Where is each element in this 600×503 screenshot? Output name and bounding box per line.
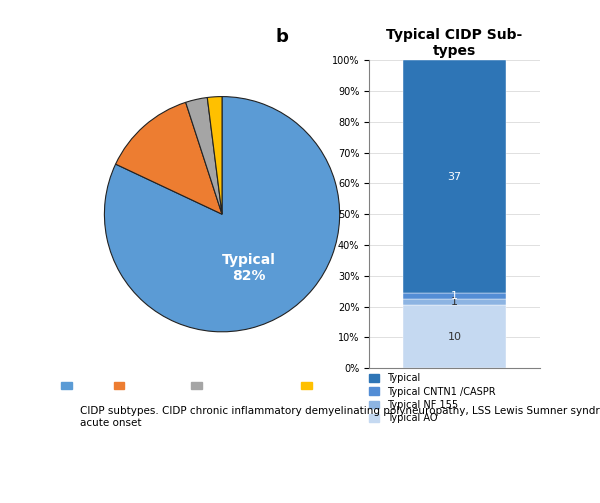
Text: Sensory Ataxic
2%: Sensory Ataxic 2% [217, 36, 322, 90]
Wedge shape [207, 97, 222, 214]
Wedge shape [185, 98, 222, 214]
Text: CIDP subtypes. CIDP chronic inflammatory demyelinating polyneuropathy, LSS Lewis: CIDP subtypes. CIDP chronic inflammatory… [80, 406, 600, 428]
Bar [403, 60, 506, 293]
Title: Typical CIDP Sub-
types: Typical CIDP Sub- types [386, 28, 523, 58]
Text: Typical
82%: Typical 82% [221, 253, 275, 283]
Text: 37: 37 [448, 172, 461, 182]
Text: Atypical Pure
Motor
3%: Atypical Pure Motor 3% [116, 31, 199, 92]
Bar [403, 293, 506, 299]
Wedge shape [116, 102, 222, 214]
Legend: Typical, Atypical LSS, Atypical Pure Motor, Sensory Ataxic: Typical, Atypical LSS, Atypical Pure Mot… [58, 378, 386, 394]
Text: b: b [275, 28, 288, 46]
Text: a: a [87, 79, 100, 98]
Text: 1: 1 [451, 297, 458, 307]
Text: 10: 10 [448, 331, 461, 342]
Bar [403, 299, 506, 305]
Title: CIDP Sub-types: CIDP Sub-types [156, 44, 288, 59]
Wedge shape [104, 97, 340, 332]
Text: 1: 1 [451, 291, 458, 301]
Bar [403, 305, 506, 368]
Legend: Typical, Typical CNTN1 /CASPR, Typical NF 155, Typical AO: Typical, Typical CNTN1 /CASPR, Typical N… [365, 369, 499, 427]
Text: Atypical LSS
13%: Atypical LSS 13% [13, 123, 138, 190]
